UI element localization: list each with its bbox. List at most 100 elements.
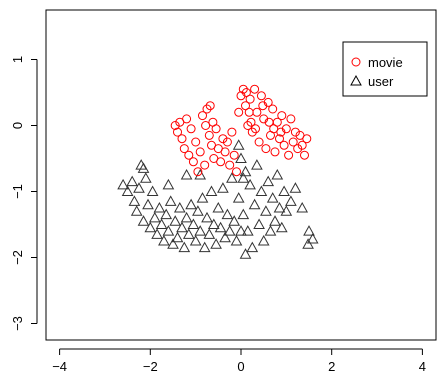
point-user	[260, 205, 272, 216]
point-user	[164, 195, 177, 206]
point-movie	[277, 111, 287, 121]
legend-label-movie: movie	[368, 55, 403, 70]
point-movie	[276, 127, 286, 137]
x-tick-label: −4	[52, 359, 67, 374]
point-user	[244, 178, 256, 190]
point-movie	[297, 140, 307, 150]
point-movie	[201, 121, 211, 130]
point-user	[205, 185, 218, 196]
point-user	[146, 185, 159, 196]
point-user	[223, 225, 236, 236]
point-movie	[275, 134, 284, 144]
point-movie	[184, 150, 194, 160]
x-tick-label: 4	[419, 359, 426, 374]
point-user	[173, 201, 186, 213]
point-user	[144, 221, 157, 233]
point-movie	[188, 157, 198, 167]
point-user	[169, 215, 182, 226]
point-user	[273, 201, 286, 213]
point-user	[271, 168, 284, 180]
point-user	[221, 208, 234, 220]
y-tick-label: −2	[10, 250, 25, 265]
point-user	[248, 198, 261, 210]
point-movie	[302, 134, 312, 144]
point-user	[121, 185, 134, 196]
point-movie	[270, 147, 280, 157]
x-axis: −4 −2 0 2 4	[52, 348, 426, 374]
point-movie	[251, 124, 260, 134]
point-user	[178, 241, 191, 253]
point-movie	[227, 127, 237, 137]
point-user	[262, 175, 275, 187]
point-user	[194, 168, 207, 180]
point-movie	[254, 137, 264, 147]
point-movie	[245, 94, 255, 104]
y-tick-label: −1	[10, 184, 25, 199]
point-movie	[216, 157, 226, 167]
point-user	[162, 225, 175, 236]
point-movie	[263, 97, 273, 107]
point-movie	[279, 140, 289, 150]
point-user	[217, 182, 229, 193]
point-user	[296, 201, 309, 213]
point-user	[241, 225, 254, 236]
point-user	[255, 185, 268, 196]
point-movie	[173, 127, 182, 137]
point-user	[235, 225, 247, 236]
point-user	[196, 192, 209, 203]
point-user	[285, 195, 297, 206]
point-movie	[211, 124, 221, 134]
point-movie	[293, 144, 303, 154]
legend: movie user	[342, 41, 428, 97]
point-user	[235, 152, 247, 163]
point-movie	[288, 137, 298, 147]
point-user	[210, 238, 222, 249]
point-user	[128, 195, 141, 206]
point-user	[187, 218, 200, 229]
point-user	[214, 221, 227, 233]
point-user	[203, 228, 216, 239]
point-user	[185, 198, 197, 210]
point-movie	[241, 101, 250, 111]
point-user	[232, 192, 245, 203]
point-movie	[222, 137, 232, 147]
point-movie	[247, 127, 257, 137]
legend-box	[342, 41, 428, 97]
point-user	[264, 225, 277, 236]
y-tick-label: 1	[10, 56, 25, 63]
point-user	[171, 231, 184, 243]
point-user	[198, 241, 211, 253]
point-user	[219, 231, 231, 243]
point-movie	[234, 107, 244, 117]
point-user	[239, 165, 252, 177]
point-movie	[195, 147, 205, 157]
point-user	[275, 221, 288, 233]
point-user	[167, 238, 179, 249]
y-tick-label: 0	[10, 122, 25, 129]
point-user	[253, 218, 265, 229]
point-movie	[236, 91, 246, 101]
point-movie	[200, 160, 210, 170]
point-user	[302, 238, 314, 249]
point-user	[232, 139, 245, 150]
point-movie	[241, 88, 251, 97]
point-user	[176, 221, 188, 233]
point-user	[289, 182, 302, 193]
point-movie	[170, 121, 180, 130]
y-tick-label: −3	[10, 316, 25, 331]
point-movie	[218, 134, 228, 144]
legend-marker-user	[350, 74, 362, 86]
point-user	[207, 218, 220, 229]
point-user	[182, 228, 195, 239]
y-axis: −3 −2 −1 0 1	[10, 56, 38, 331]
point-movie	[268, 104, 278, 114]
data-points	[117, 84, 319, 259]
point-user	[137, 162, 150, 173]
point-user	[228, 215, 241, 226]
point-user	[246, 241, 259, 253]
point-user	[153, 201, 166, 213]
point-movie	[238, 84, 248, 94]
point-movie	[186, 124, 196, 134]
point-movie	[204, 130, 214, 140]
